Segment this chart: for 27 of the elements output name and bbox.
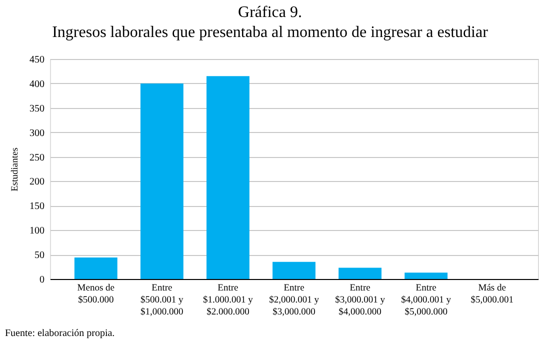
bar <box>206 76 250 279</box>
bar <box>74 257 118 279</box>
bar <box>338 268 382 279</box>
x-tick-label: Entre $500.001 y $1,000.000 <box>140 284 184 318</box>
x-tick-label: Menos de $500.000 <box>77 284 114 306</box>
x-tick-label: Entre $4,000.001 y $5,000.000 <box>401 284 452 318</box>
y-tick-label: 250 <box>30 152 44 164</box>
x-tick-label: Entre $2,000.001 y $3,000.000 <box>269 284 320 318</box>
source-note: Fuente: elaboración propia. <box>5 328 115 339</box>
bar <box>404 272 448 279</box>
chart-title: Gráfica 9. <box>238 4 302 21</box>
x-tick-label: Entre $3,000.001 y $4,000.000 <box>335 284 386 318</box>
y-tick-label: 450 <box>30 54 44 66</box>
y-tick-label: 150 <box>30 201 44 212</box>
y-tick-label: 0 <box>40 274 44 286</box>
x-tick-label: Entre $1.000.001 y $2.000.000 <box>203 284 254 318</box>
y-tick-label: 300 <box>30 128 44 139</box>
x-tick-label: Más de $5,000.001 <box>470 284 514 306</box>
y-axis-title: Estudiantes <box>10 147 20 192</box>
y-tick-label: 200 <box>30 176 44 188</box>
chart-subtitle: Ingresos laborales que presentaba al momento de ingresar a estudiar <box>52 24 489 41</box>
bar <box>272 262 316 279</box>
y-tick-label: 400 <box>30 78 44 90</box>
y-tick-label: 50 <box>34 250 44 262</box>
y-tick-label: 100 <box>30 226 44 237</box>
bar <box>140 83 184 279</box>
y-tick-label: 350 <box>30 103 44 114</box>
